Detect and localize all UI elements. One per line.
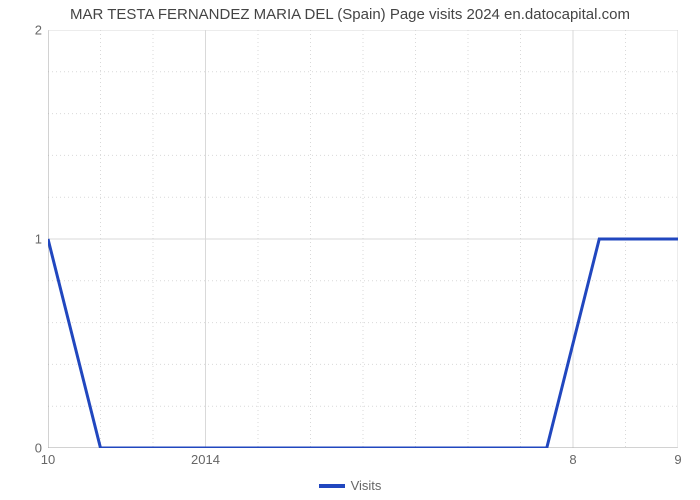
x-axis-tick-label: 8 xyxy=(569,448,576,467)
chart-svg xyxy=(48,30,678,448)
chart-legend: Visits xyxy=(0,478,700,493)
x-axis-tick-label: 2014 xyxy=(191,448,220,467)
chart-title: MAR TESTA FERNANDEZ MARIA DEL (Spain) Pa… xyxy=(0,6,700,23)
legend-swatch xyxy=(319,484,345,488)
y-axis-tick-label: 2 xyxy=(35,23,48,38)
legend-label: Visits xyxy=(351,478,382,493)
y-axis-tick-label: 1 xyxy=(35,232,48,247)
chart-plot-area: 01210201489 xyxy=(48,30,678,448)
x-axis-tick-label: 9 xyxy=(674,448,681,467)
x-axis-tick-label: 10 xyxy=(41,448,55,467)
